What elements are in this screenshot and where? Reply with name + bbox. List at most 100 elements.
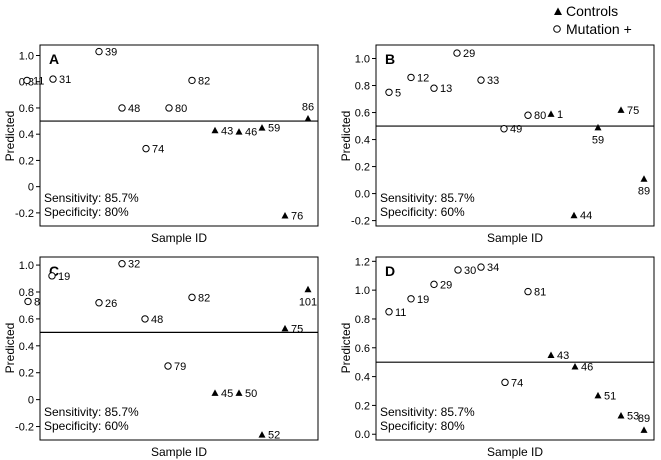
panel-letter: A xyxy=(49,51,59,67)
mutation-point xyxy=(524,111,532,119)
sensitivity-note: Sensitivity: 85.7% xyxy=(44,405,139,419)
sensitivity-note: Sensitivity: 85.7% xyxy=(380,405,475,419)
y-tick-label: -0.2 xyxy=(15,208,34,220)
point-label: 8 xyxy=(34,296,40,308)
mutation-point xyxy=(477,76,485,84)
point-label: 12 xyxy=(417,72,429,84)
point-label: 52 xyxy=(268,430,280,442)
point-label: 26 xyxy=(105,298,117,310)
point-label: 75 xyxy=(627,105,639,117)
y-tick-label: 0.2 xyxy=(355,162,370,174)
control-point xyxy=(594,391,602,399)
control-point xyxy=(640,426,648,433)
point-label: 34 xyxy=(487,262,499,274)
control-point xyxy=(281,324,289,332)
point-label: 29 xyxy=(463,48,475,60)
control-point xyxy=(594,123,602,131)
control-point xyxy=(640,175,648,182)
y-tick-label: 0.2 xyxy=(19,155,34,167)
y-tick-label: 0.8 xyxy=(355,81,370,93)
point-label: 75 xyxy=(291,323,303,335)
y-tick-label: 0.8 xyxy=(355,314,370,326)
point-label: 46 xyxy=(581,362,593,374)
point-label: 51 xyxy=(604,390,616,402)
panel-b: 1.0 0.8 0.6 0.4 0.2 0.0 -0.2 B 5 12 13 29 33 49 80 1 44 5… xyxy=(339,44,655,245)
point-label: 31 xyxy=(59,74,71,86)
y-tick-label: 0.0 xyxy=(355,429,370,441)
point-label: 81 xyxy=(534,287,546,299)
point-label: 74 xyxy=(152,144,164,156)
y-tick-label: 0.4 xyxy=(355,135,370,147)
x-axis-label: Sample ID xyxy=(487,445,543,459)
y-tick-label: 0.0 xyxy=(355,189,370,201)
control-point xyxy=(547,110,555,117)
mutation-point xyxy=(477,263,485,271)
y-tick-label: 0.4 xyxy=(19,129,34,141)
y-tick-label: 0 xyxy=(28,395,34,407)
mutation-point xyxy=(430,84,438,92)
panel-d: 1.2 1.0 0.8 0.6 0.4 0.2 0.0 D 11 19 29 30 34 74 81 43 46… xyxy=(339,256,655,459)
mutation-point xyxy=(24,297,32,306)
y-tick-label: 0.2 xyxy=(19,368,34,380)
plot-frame xyxy=(375,256,655,441)
point-label: 30 xyxy=(464,265,476,277)
mutation-point xyxy=(141,315,149,323)
point-label: 46 xyxy=(245,127,257,139)
control-point xyxy=(211,126,219,134)
control-point xyxy=(570,211,578,219)
point-label: 5 xyxy=(395,87,401,99)
mutation-point xyxy=(385,88,393,96)
point-label: 76 xyxy=(291,211,303,223)
mutation-point xyxy=(95,47,103,56)
legend-label-controls: Controls xyxy=(566,3,618,19)
specificity-note: Specificity: 80% xyxy=(44,205,129,219)
mutation-point xyxy=(430,280,438,289)
control-point xyxy=(571,363,579,370)
point-label: 89 xyxy=(638,413,650,425)
point-label: 39 xyxy=(105,47,117,59)
legend-label-mutation: Mutation + xyxy=(566,21,632,37)
point-label: 80 xyxy=(534,110,546,122)
specificity-note: Specificity: 60% xyxy=(380,205,465,219)
control-point xyxy=(304,114,312,122)
control-point xyxy=(617,106,625,113)
sensitivity-note: Sensitivity: 85.7% xyxy=(44,191,139,205)
control-point xyxy=(281,212,289,219)
mutation-point xyxy=(454,266,462,274)
specificity-note: Specificity: 80% xyxy=(380,419,465,433)
y-axis-label: Predicted xyxy=(3,111,17,162)
y-tick-label: 0.6 xyxy=(19,103,34,115)
mutation-point xyxy=(95,299,103,307)
y-tick-label: 0.4 xyxy=(355,372,370,384)
mutation-point xyxy=(188,76,196,85)
mutation-point xyxy=(118,260,126,268)
y-axis-label: Predicted xyxy=(339,111,353,162)
y-tick-label: 0.2 xyxy=(355,400,370,412)
y-axis-label: Predicted xyxy=(3,323,17,374)
plot-frame xyxy=(39,256,319,441)
point-label: 74 xyxy=(511,377,523,389)
point-label: 53 xyxy=(627,411,639,423)
point-label: 59 xyxy=(268,123,280,135)
control-point xyxy=(258,431,266,438)
mutation-point xyxy=(48,272,56,280)
plot-frame xyxy=(375,44,655,227)
y-tick-label: -0.2 xyxy=(15,422,34,434)
point-label: 19 xyxy=(417,294,429,306)
panel-a: 1.00.80.60.40.20-0.2A1131394874808243465… xyxy=(3,44,319,245)
mutation-point xyxy=(49,75,57,83)
mutation-point xyxy=(385,308,393,316)
y-tick-label: 1.0 xyxy=(355,54,370,66)
point-label: 89 xyxy=(638,186,650,198)
control-point xyxy=(211,389,219,396)
x-axis-label: Sample ID xyxy=(151,445,207,459)
mutation-point xyxy=(142,144,150,153)
y-tick-label: 0.8 xyxy=(19,287,34,299)
point-label: 80 xyxy=(175,103,187,115)
point-label: 101 xyxy=(299,296,317,308)
panel-letter: B xyxy=(385,51,395,67)
mutation-point xyxy=(501,378,509,387)
point-label: 13 xyxy=(440,83,452,95)
point-label: 11 xyxy=(33,75,44,87)
y-tick-label: 0.6 xyxy=(19,314,34,326)
